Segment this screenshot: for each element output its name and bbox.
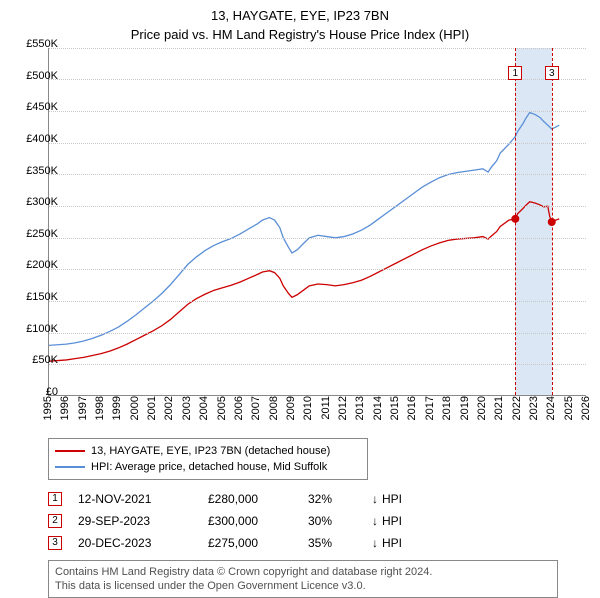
grid-line	[49, 238, 586, 239]
legend-swatch-hpi	[55, 466, 85, 468]
x-axis-label: 1997	[77, 396, 89, 420]
grid-line	[49, 48, 586, 49]
grid-line	[49, 206, 586, 207]
x-axis-label: 2005	[216, 396, 228, 420]
footer-line1: Contains HM Land Registry data © Crown c…	[55, 565, 551, 579]
x-axis-label: 2019	[459, 396, 471, 420]
x-axis-label: 2021	[493, 396, 505, 420]
y-axis-label: £300K	[26, 196, 58, 208]
x-axis-label: 1998	[94, 396, 106, 420]
title-subtitle: Price paid vs. HM Land Registry's House …	[0, 27, 600, 44]
chart-legend: 13, HAYGATE, EYE, IP23 7BN (detached hou…	[48, 438, 368, 480]
series-line-property	[49, 202, 559, 361]
legend-swatch-property	[55, 450, 85, 452]
footer-line2: This data is licensed under the Open Gov…	[55, 579, 551, 593]
y-axis-label: £350K	[26, 165, 58, 177]
x-axis-label: 2016	[406, 396, 418, 420]
x-axis-label: 2006	[233, 396, 245, 420]
transaction-suffix: HPI	[382, 492, 402, 506]
legend-row-hpi: HPI: Average price, detached house, Mid …	[55, 459, 361, 475]
transaction-row: 2 29-SEP-2023£300,00030% ↓ HPI	[48, 510, 600, 532]
marker-vline	[552, 48, 553, 395]
y-axis-label: £550K	[26, 38, 58, 50]
x-axis-label: 2022	[511, 396, 523, 420]
transaction-suffix: HPI	[382, 514, 402, 528]
x-axis-label: 2007	[250, 396, 262, 420]
grid-line	[49, 79, 586, 80]
grid-line	[49, 364, 586, 365]
down-arrow-icon: ↓	[372, 536, 378, 550]
x-axis-label: 2015	[389, 396, 401, 420]
grid-line	[49, 174, 586, 175]
x-axis-label: 2023	[528, 396, 540, 420]
x-axis-label: 2011	[320, 396, 332, 420]
transaction-price: £280,000	[208, 492, 308, 506]
transaction-pct: 32%	[308, 492, 368, 506]
y-axis-label: £250K	[26, 228, 58, 240]
down-arrow-icon: ↓	[372, 514, 378, 528]
transaction-price: £300,000	[208, 514, 308, 528]
transaction-date: 29-SEP-2023	[78, 514, 208, 528]
footer-attribution: Contains HM Land Registry data © Crown c…	[48, 560, 558, 598]
grid-line	[49, 143, 586, 144]
transaction-price: £275,000	[208, 536, 308, 550]
y-axis-label: £200K	[26, 259, 58, 271]
transaction-marker-box: 1	[48, 492, 62, 506]
y-axis-label: £150K	[26, 291, 58, 303]
marker-box: 1	[508, 66, 522, 80]
transaction-pct: 35%	[308, 536, 368, 550]
x-axis-label: 2003	[181, 396, 193, 420]
down-arrow-icon: ↓	[372, 492, 378, 506]
x-axis-label: 2024	[545, 396, 557, 420]
x-axis-label: 2001	[146, 396, 158, 420]
transaction-marker-box: 3	[48, 536, 62, 550]
x-axis-label: 1996	[59, 396, 71, 420]
y-axis-label: £500K	[26, 70, 58, 82]
grid-line	[49, 333, 586, 334]
transaction-marker-box: 2	[48, 514, 62, 528]
y-axis-label: £450K	[26, 101, 58, 113]
y-axis-label: £50K	[32, 354, 58, 366]
x-axis-label: 2004	[198, 396, 210, 420]
transaction-row: 3 20-DEC-2023£275,00035% ↓ HPI	[48, 532, 600, 554]
title-address: 13, HAYGATE, EYE, IP23 7BN	[0, 8, 600, 25]
x-axis-label: 2000	[129, 396, 141, 420]
transaction-date: 20-DEC-2023	[78, 536, 208, 550]
x-axis-label: 2025	[563, 396, 575, 420]
x-axis-label: 2008	[268, 396, 280, 420]
transaction-pct: 30%	[308, 514, 368, 528]
legend-row-property: 13, HAYGATE, EYE, IP23 7BN (detached hou…	[55, 443, 361, 459]
x-axis-label: 2026	[580, 396, 592, 420]
grid-line	[49, 111, 586, 112]
grid-line	[49, 269, 586, 270]
x-axis-label: 2014	[372, 396, 384, 420]
chart-titles: 13, HAYGATE, EYE, IP23 7BN Price paid vs…	[0, 0, 600, 44]
x-axis-label: 2018	[441, 396, 453, 420]
transactions-table: 1 12-NOV-2021£280,00032% ↓ HPI 2 29-SEP-2023£…	[48, 488, 600, 554]
legend-label-property: 13, HAYGATE, EYE, IP23 7BN (detached hou…	[91, 445, 330, 457]
transaction-suffix: HPI	[382, 536, 402, 550]
series-line-hpi	[49, 112, 559, 345]
x-axis-label: 2017	[424, 396, 436, 420]
y-axis-label: £100K	[26, 323, 58, 335]
y-axis-label: £400K	[26, 133, 58, 145]
marker-box: 3	[545, 66, 559, 80]
x-axis-label: 1999	[111, 396, 123, 420]
chart-svg	[49, 48, 587, 396]
x-axis-label: 2010	[302, 396, 314, 420]
x-axis-label: 2020	[476, 396, 488, 420]
legend-label-hpi: HPI: Average price, detached house, Mid …	[91, 461, 327, 473]
marker-vline	[515, 48, 516, 395]
chart-plot-area: 13	[48, 48, 586, 396]
x-axis-label: 2012	[337, 396, 349, 420]
x-axis-label: 2013	[354, 396, 366, 420]
x-axis-label: 2009	[285, 396, 297, 420]
transaction-date: 12-NOV-2021	[78, 492, 208, 506]
transaction-row: 1 12-NOV-2021£280,00032% ↓ HPI	[48, 488, 600, 510]
x-axis-label: 2002	[163, 396, 175, 420]
grid-line	[49, 301, 586, 302]
x-axis-label: 1995	[42, 396, 54, 420]
